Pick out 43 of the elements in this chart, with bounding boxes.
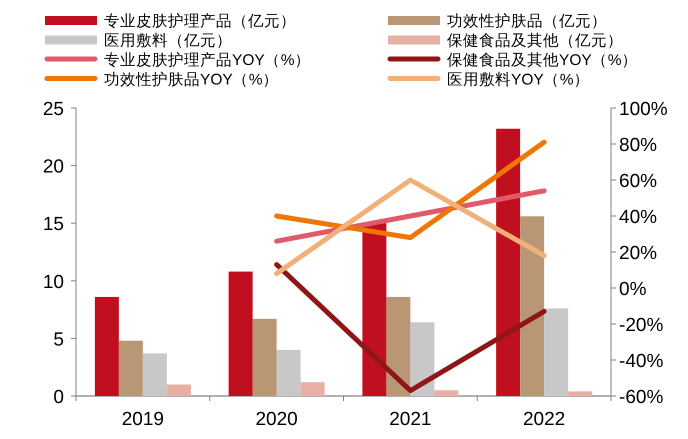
legend-label: 功效性护肤品YOY（%） [104, 70, 279, 88]
x-tick-label: 2019 [122, 409, 164, 430]
bar [362, 223, 386, 396]
bar [386, 296, 410, 396]
legend-label: 保健食品及其他YOY（%） [447, 51, 638, 69]
bar [94, 296, 119, 396]
y2-tick-label: 60% [619, 171, 658, 192]
y2-tick-label: -40% [619, 351, 664, 372]
x-tick-label: 2021 [389, 409, 432, 430]
y2-tick-label: 0% [619, 279, 647, 300]
legend-label: 功效性护肤品（亿元） [447, 12, 607, 30]
y-tick-label: 25 [42, 99, 64, 120]
bar [142, 353, 167, 396]
bar [166, 384, 191, 396]
x-tick-label: 2022 [522, 409, 566, 430]
bar [252, 318, 277, 396]
bar [118, 340, 143, 396]
bar [496, 128, 520, 396]
y-tick-label: 15 [42, 214, 64, 236]
y-tick-label: 20 [42, 156, 64, 178]
y2-tick-label: -20% [619, 315, 664, 336]
y-tick-label: 0 [53, 387, 64, 408]
y2-tick-label: 20% [619, 243, 658, 264]
bar [228, 272, 253, 396]
bar [434, 390, 458, 396]
legend-label: 保健食品及其他（亿元） [447, 32, 623, 50]
y2-tick-label: 100% [619, 99, 668, 120]
legend-label: 医用敷料YOY（%） [447, 70, 590, 88]
legend-label: 专业皮肤护理产品YOY（%） [104, 51, 311, 69]
y-tick-label: 5 [53, 329, 64, 350]
y-tick-label: 10 [42, 272, 64, 293]
legend-label: 医用敷料（亿元） [104, 32, 232, 50]
legend-label: 专业皮肤护理产品（亿元） [104, 12, 296, 30]
y2-tick-label: -60% [619, 387, 664, 408]
bar [568, 391, 592, 396]
x-tick-label: 2020 [255, 409, 298, 430]
bar [520, 216, 544, 396]
bar [544, 308, 568, 396]
bar [300, 382, 325, 396]
bar [410, 322, 434, 396]
y2-tick-label: 80% [619, 135, 658, 156]
bar [276, 350, 301, 396]
y2-tick-label: 40% [619, 207, 658, 228]
